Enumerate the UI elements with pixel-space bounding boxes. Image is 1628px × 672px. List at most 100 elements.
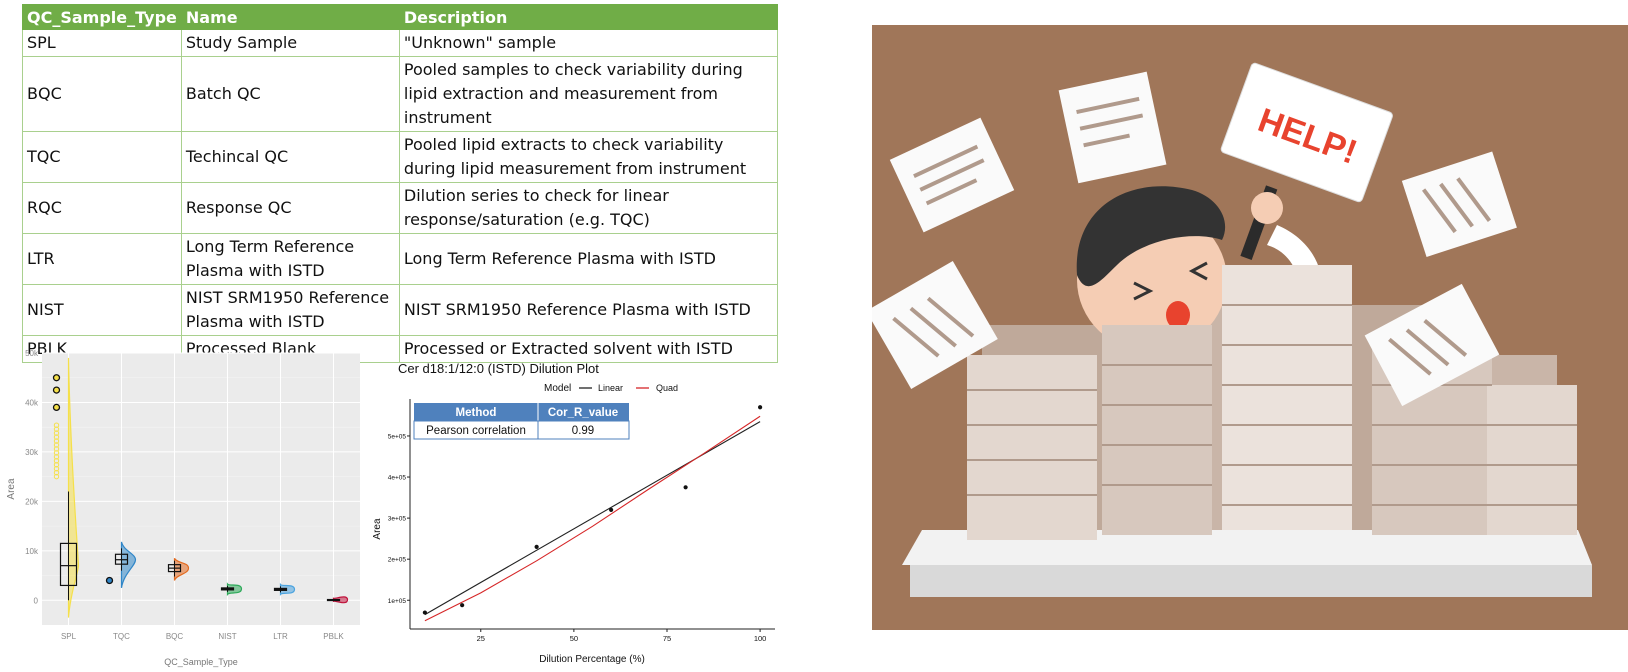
correlation-inset-table: Method Cor_R_value Pearson correlation 0… [413, 403, 630, 440]
fit-lines [424, 415, 761, 622]
table-row: SPL Study Sample "Unknown" sample [22, 29, 779, 57]
y-tick-label: 40k [25, 398, 39, 407]
flying-papers [872, 71, 1517, 407]
plot-marks [52, 357, 349, 618]
inset-header-background [414, 403, 629, 421]
x-tick-label: SPL [61, 632, 77, 641]
outlier-point [52, 403, 61, 412]
cell-name: NIST SRM1950 Reference Plasma with ISTD [180, 284, 400, 336]
header-qc-sample-type: QC_Sample_Type [22, 4, 182, 30]
inset-cell-method: Pearson correlation [426, 425, 526, 437]
outlier-point [52, 374, 61, 382]
table-row: RQC Response QC Dilution series to check… [22, 182, 779, 234]
header-description: Description [398, 4, 779, 30]
data-point [422, 610, 427, 615]
x-axis-ticks: 25 50 75 100 [477, 629, 767, 643]
box-spl [59, 542, 78, 587]
x-tick-label: 50 [570, 634, 578, 643]
cell-type: TQC [22, 131, 182, 183]
inset-row-background [413, 420, 630, 440]
desk-front [910, 565, 1592, 597]
right-eye [1188, 261, 1208, 281]
y-tick-label: 50k [25, 349, 39, 358]
violin-nist [226, 582, 243, 597]
dilution-plot: Cer d18:1/12:0 (ISTD) Dilution Plot Mode… [372, 361, 775, 665]
mouth [1166, 301, 1190, 329]
outlier-point [105, 576, 114, 585]
violin-box-plot: 0 10k 20k 30k 40k 50k SPL TQC BQC NIST LTR PBLK Ar… [6, 349, 360, 667]
outlier-point [52, 386, 61, 394]
legend-label-linear: Linear [598, 383, 623, 393]
x-axis-ticks: SPL TQC BQC NIST LTR PBLK [61, 632, 344, 641]
x-axis-label: Dilution Percentage (%) [539, 654, 645, 665]
hair [1076, 186, 1226, 287]
data-points [422, 405, 763, 615]
cell-description: "Unknown" sample [398, 29, 779, 57]
data-point [534, 544, 539, 549]
cell-type: NIST [22, 284, 182, 336]
data-point [683, 485, 688, 490]
data-point [609, 507, 614, 512]
qc-sample-type-table: QC_Sample_Type Name Description SPL Stud… [22, 4, 779, 363]
chart-title: Cer d18:1/12:0 (ISTD) Dilution Plot [398, 361, 599, 376]
violin-tqc [120, 541, 137, 589]
x-tick-label: 100 [754, 634, 767, 643]
inset-header-cor: Cor_R_value [548, 407, 618, 419]
legend-label-quad: Quad [656, 383, 678, 393]
foreground-paper-stacks [967, 265, 1577, 540]
header-name: Name [180, 4, 400, 30]
y-tick-label: 2e+05 [388, 557, 407, 564]
y-tick-label: 1e+05 [388, 598, 407, 605]
y-axis-label: Area [372, 518, 383, 540]
x-tick-label: 25 [477, 634, 485, 643]
x-tick-label: LTR [273, 632, 288, 641]
help-sign [1220, 62, 1393, 203]
y-tick-label: 20k [25, 497, 39, 506]
hand [1251, 192, 1283, 224]
table-row: PBLK Processed Blank Processed or Extrac… [22, 335, 779, 363]
y-axis-ticks: 1e+05 2e+05 3e+05 4e+05 5e+05 [388, 433, 410, 605]
sample-point [53, 422, 60, 428]
cell-name: Response QC [180, 182, 400, 234]
inset-header-method: Method [456, 407, 497, 419]
cell-type: LTR [22, 233, 182, 285]
violin-bqc [173, 557, 190, 581]
x-tick-label: TQC [113, 632, 130, 641]
y-tick-label: 10k [25, 547, 39, 556]
cell-description: Dilution series to check for linear resp… [398, 182, 779, 234]
plot-gridlines [42, 352, 360, 625]
table-row: LTR Long Term Reference Plasma with ISTD… [22, 233, 779, 285]
table-row: BQC Batch QC Pooled samples to check var… [22, 56, 779, 132]
x-tick-label: NIST [218, 632, 236, 641]
plot-panel-background [42, 353, 360, 625]
legend-title: Model [544, 383, 571, 394]
cell-type: SPL [22, 29, 182, 57]
x-axis-label: QC_Sample_Type [164, 657, 238, 667]
table-header-row: QC_Sample_Type Name Description [22, 4, 779, 30]
legend: Model Linear Quad [544, 383, 678, 394]
cell-name: Long Term Reference Plasma with ISTD [180, 233, 400, 285]
data-point [460, 603, 465, 608]
cell-type: RQC [22, 182, 182, 234]
cell-description: Processed or Extracted solvent with ISTD [398, 335, 779, 363]
left-eye [1133, 281, 1154, 301]
linear-fit-line [424, 421, 761, 616]
cell-description: Pooled samples to check variability duri… [398, 56, 779, 132]
x-tick-label: PBLK [323, 632, 344, 641]
y-axis-ticks: 0 10k 20k 30k 40k 50k [25, 349, 39, 605]
y-tick-label: 3e+05 [388, 516, 407, 523]
character: HELP! [1076, 62, 1393, 352]
y-tick-label: 4e+05 [388, 475, 407, 482]
cell-name: Batch QC [180, 56, 400, 132]
overwhelmed-by-paperwork-illustration: HELP! [872, 25, 1628, 630]
cell-description: Pooled lipid extracts to check variabili… [398, 131, 779, 183]
y-axis-label: Area [6, 478, 17, 500]
cell-name: Techincal QC [180, 131, 400, 183]
table-row: TQC Techincal QC Pooled lipid extracts t… [22, 131, 779, 183]
y-tick-label: 5e+05 [388, 433, 407, 440]
cell-name: Study Sample [180, 29, 400, 57]
violin-ltr [279, 582, 296, 597]
x-tick-label: 75 [663, 634, 671, 643]
y-tick-label: 0 [34, 596, 39, 605]
data-point [758, 405, 763, 410]
